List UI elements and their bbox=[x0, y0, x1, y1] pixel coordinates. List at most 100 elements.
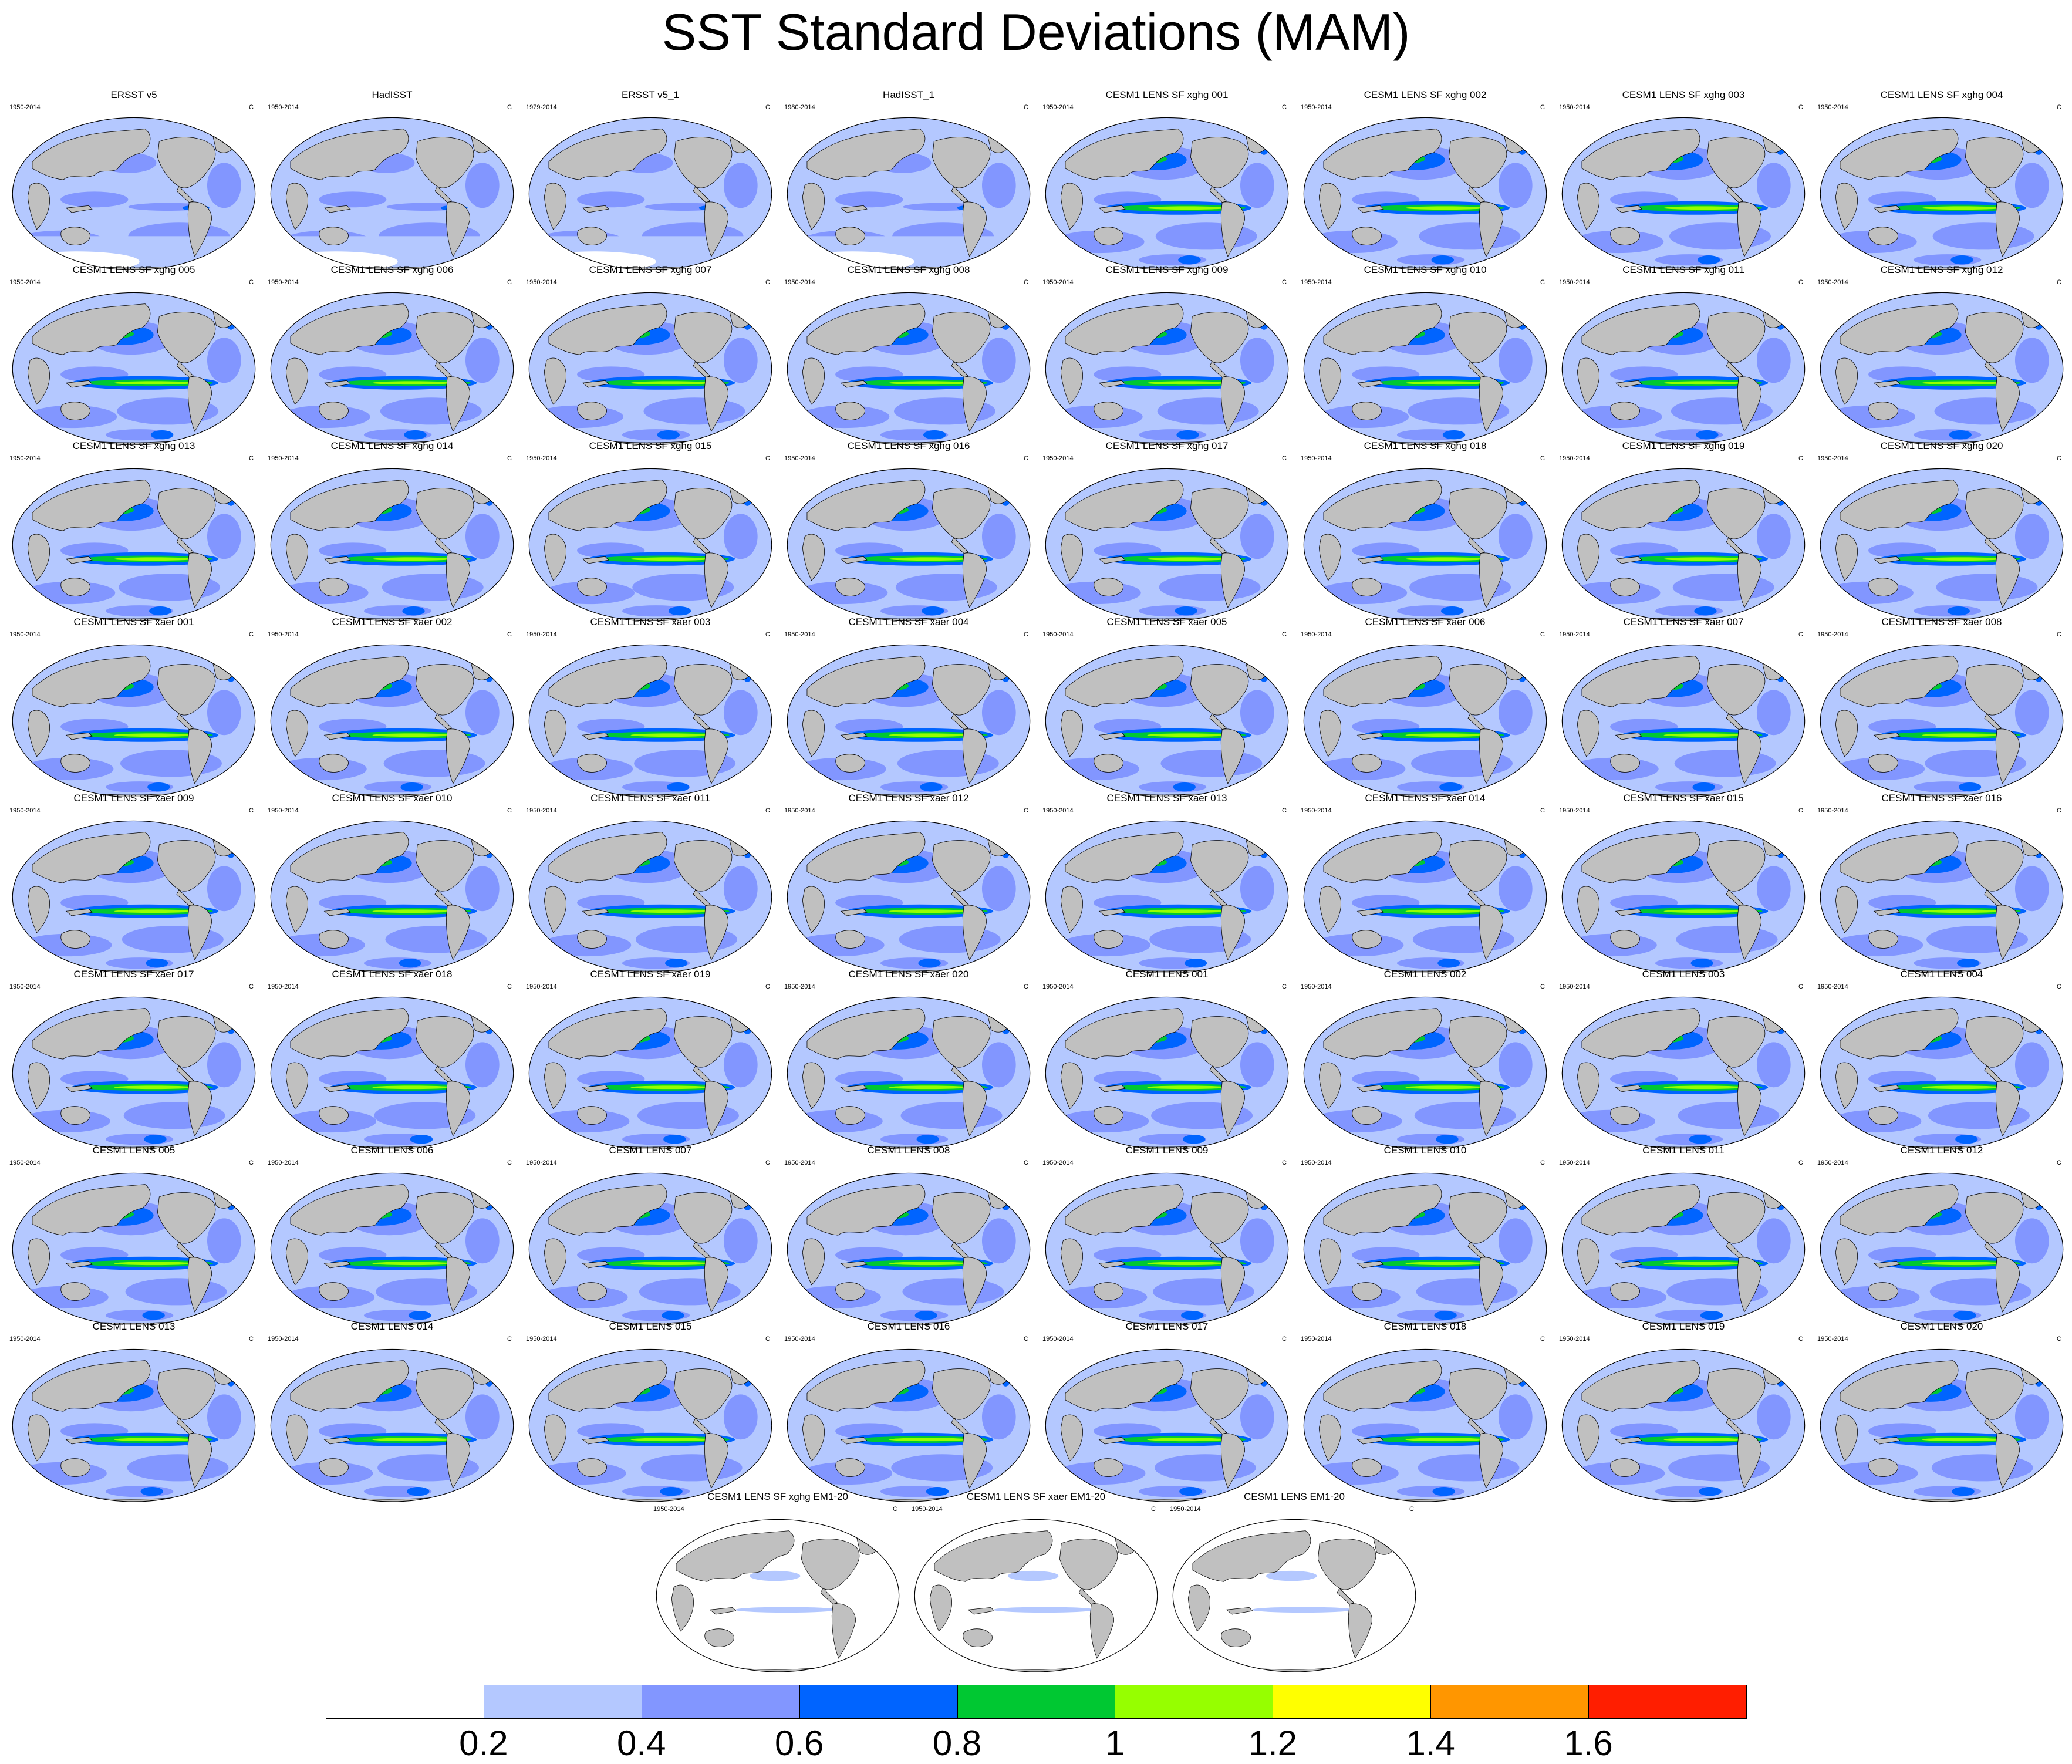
panel-years: 1950-2014 bbox=[526, 1335, 557, 1343]
land-mass bbox=[1737, 1257, 1762, 1313]
panel-units: C bbox=[1024, 455, 1028, 462]
land-mass bbox=[285, 1062, 308, 1109]
land-mass bbox=[673, 1016, 733, 1068]
sd-patch bbox=[657, 430, 680, 440]
panel-years: 1950-2014 bbox=[1042, 807, 1074, 814]
sd-patch bbox=[225, 836, 232, 846]
equatorial-band bbox=[630, 909, 710, 913]
panel-years: 1950-2014 bbox=[1559, 631, 1590, 638]
sd-patch bbox=[1240, 1042, 1274, 1088]
map-border bbox=[1561, 468, 1806, 621]
sd-patch bbox=[742, 1188, 748, 1199]
land-mass bbox=[1098, 1085, 1126, 1092]
land-mass bbox=[577, 1282, 607, 1301]
panel-units: C bbox=[1024, 631, 1028, 638]
land-mass bbox=[1352, 1458, 1382, 1477]
map-panel: CESM1 LENS SF xaer 005 1950-2014 C bbox=[1038, 616, 1296, 797]
land-mass bbox=[32, 656, 151, 707]
land-mass bbox=[1065, 1184, 1184, 1236]
land-mass bbox=[1348, 1603, 1373, 1659]
land-mass bbox=[60, 1282, 90, 1301]
land-mass bbox=[1615, 1437, 1642, 1445]
land-mass bbox=[1356, 1261, 1384, 1269]
land-mass bbox=[1615, 556, 1642, 564]
map-panel: CESM1 LENS SF xghg 005 1950-2014 C bbox=[5, 264, 263, 445]
land-mass bbox=[1220, 201, 1246, 257]
panel-years: 1950-2014 bbox=[1042, 1335, 1074, 1343]
panel-units: C bbox=[249, 631, 254, 638]
land-mass bbox=[1868, 1458, 1898, 1477]
equatorial-band bbox=[1147, 1085, 1226, 1090]
panel-title: CESM1 LENS SF xghg 001 bbox=[1105, 89, 1229, 100]
sd-patch bbox=[643, 397, 745, 425]
land-mass bbox=[1706, 1368, 1766, 1420]
sd-patch bbox=[1498, 690, 1533, 736]
land-mass bbox=[65, 909, 93, 916]
sd-patch bbox=[742, 836, 748, 846]
land-mass bbox=[671, 1584, 694, 1632]
panel-title: CESM1 LENS SF xghg 019 bbox=[1622, 440, 1745, 451]
land-mass bbox=[709, 1607, 737, 1615]
land-mass bbox=[60, 402, 90, 420]
equatorial-band bbox=[1922, 909, 2001, 913]
map-border bbox=[1303, 820, 1547, 973]
sd-patch bbox=[1000, 484, 1007, 494]
sd-patch bbox=[1184, 959, 1207, 968]
map-border bbox=[270, 1172, 514, 1325]
map-border bbox=[1561, 1172, 1806, 1325]
land-mass bbox=[65, 556, 93, 564]
colorbar-tick-label: 0.6 bbox=[774, 1723, 824, 1763]
land-mass bbox=[673, 840, 733, 892]
map-border bbox=[1820, 468, 2064, 621]
sd-patch bbox=[981, 866, 1016, 912]
land-mass bbox=[1318, 1062, 1341, 1109]
panel-title: HadISST bbox=[372, 89, 413, 100]
map-panel: CESM1 LENS SF xghg 018 1950-2014 C bbox=[1296, 440, 1554, 621]
panel-title: CESM1 LENS 006 bbox=[350, 1145, 434, 1156]
sd-patch bbox=[1756, 1042, 1791, 1088]
sd-patch bbox=[1956, 959, 1980, 968]
panel-units: C bbox=[1409, 1506, 1414, 1513]
land-mass bbox=[32, 1184, 151, 1236]
panel-title: CESM1 LENS SF xghg 013 bbox=[72, 440, 195, 451]
land-mass bbox=[1965, 1016, 2024, 1068]
panel-title: CESM1 LENS SF xaer 012 bbox=[848, 792, 969, 804]
sd-patch bbox=[1950, 255, 1973, 265]
map-border bbox=[12, 292, 256, 445]
map-plot bbox=[1172, 1519, 1416, 1672]
panel-title: CESM1 LENS 019 bbox=[1642, 1321, 1725, 1332]
panel-years: 1950-2014 bbox=[1559, 983, 1590, 990]
map-panel: CESM1 LENS SF xghg 017 1950-2014 C bbox=[1038, 440, 1296, 621]
panel-title: CESM1 LENS SF xaer 009 bbox=[73, 792, 194, 804]
sd-patch bbox=[1756, 690, 1791, 736]
colorbar-box bbox=[1430, 1685, 1590, 1719]
land-mass bbox=[962, 905, 987, 960]
land-mass bbox=[1479, 552, 1504, 608]
equatorial-band bbox=[372, 909, 451, 913]
panel-years: 1950-2014 bbox=[9, 279, 41, 286]
land-mass bbox=[582, 380, 609, 388]
panel-years: 1950-2014 bbox=[526, 807, 557, 814]
equatorial-band bbox=[1405, 909, 1484, 913]
map-panel: CESM1 LENS 015 1950-2014 C bbox=[521, 1321, 779, 1502]
land-mass bbox=[1965, 1368, 2024, 1420]
map-plot bbox=[1045, 468, 1289, 621]
panel-units: C bbox=[1540, 455, 1545, 462]
colorbar-tick-label: 0.8 bbox=[932, 1723, 982, 1763]
map-panel: CESM1 LENS SF xghg 019 1950-2014 C bbox=[1554, 440, 1813, 621]
land-mass bbox=[673, 137, 733, 188]
sd-patch bbox=[484, 1188, 490, 1199]
sd-patch bbox=[1498, 1042, 1533, 1088]
land-mass bbox=[32, 1360, 151, 1412]
panel-title: CESM1 LENS SF xaer 002 bbox=[332, 616, 453, 628]
sd-patch bbox=[1949, 430, 1972, 440]
map-plot bbox=[1820, 117, 2064, 270]
sd-patch bbox=[1775, 1012, 1781, 1023]
map-panel: CESM1 LENS SF xaer 011 1950-2014 C bbox=[521, 792, 779, 973]
panel-title: CESM1 LENS SF xaer 018 bbox=[332, 969, 453, 980]
sd-patch bbox=[1498, 866, 1533, 912]
equatorial-band bbox=[372, 1438, 451, 1442]
land-mass bbox=[582, 556, 609, 564]
sd-patch bbox=[465, 866, 500, 912]
sd-patch bbox=[2014, 866, 2049, 912]
